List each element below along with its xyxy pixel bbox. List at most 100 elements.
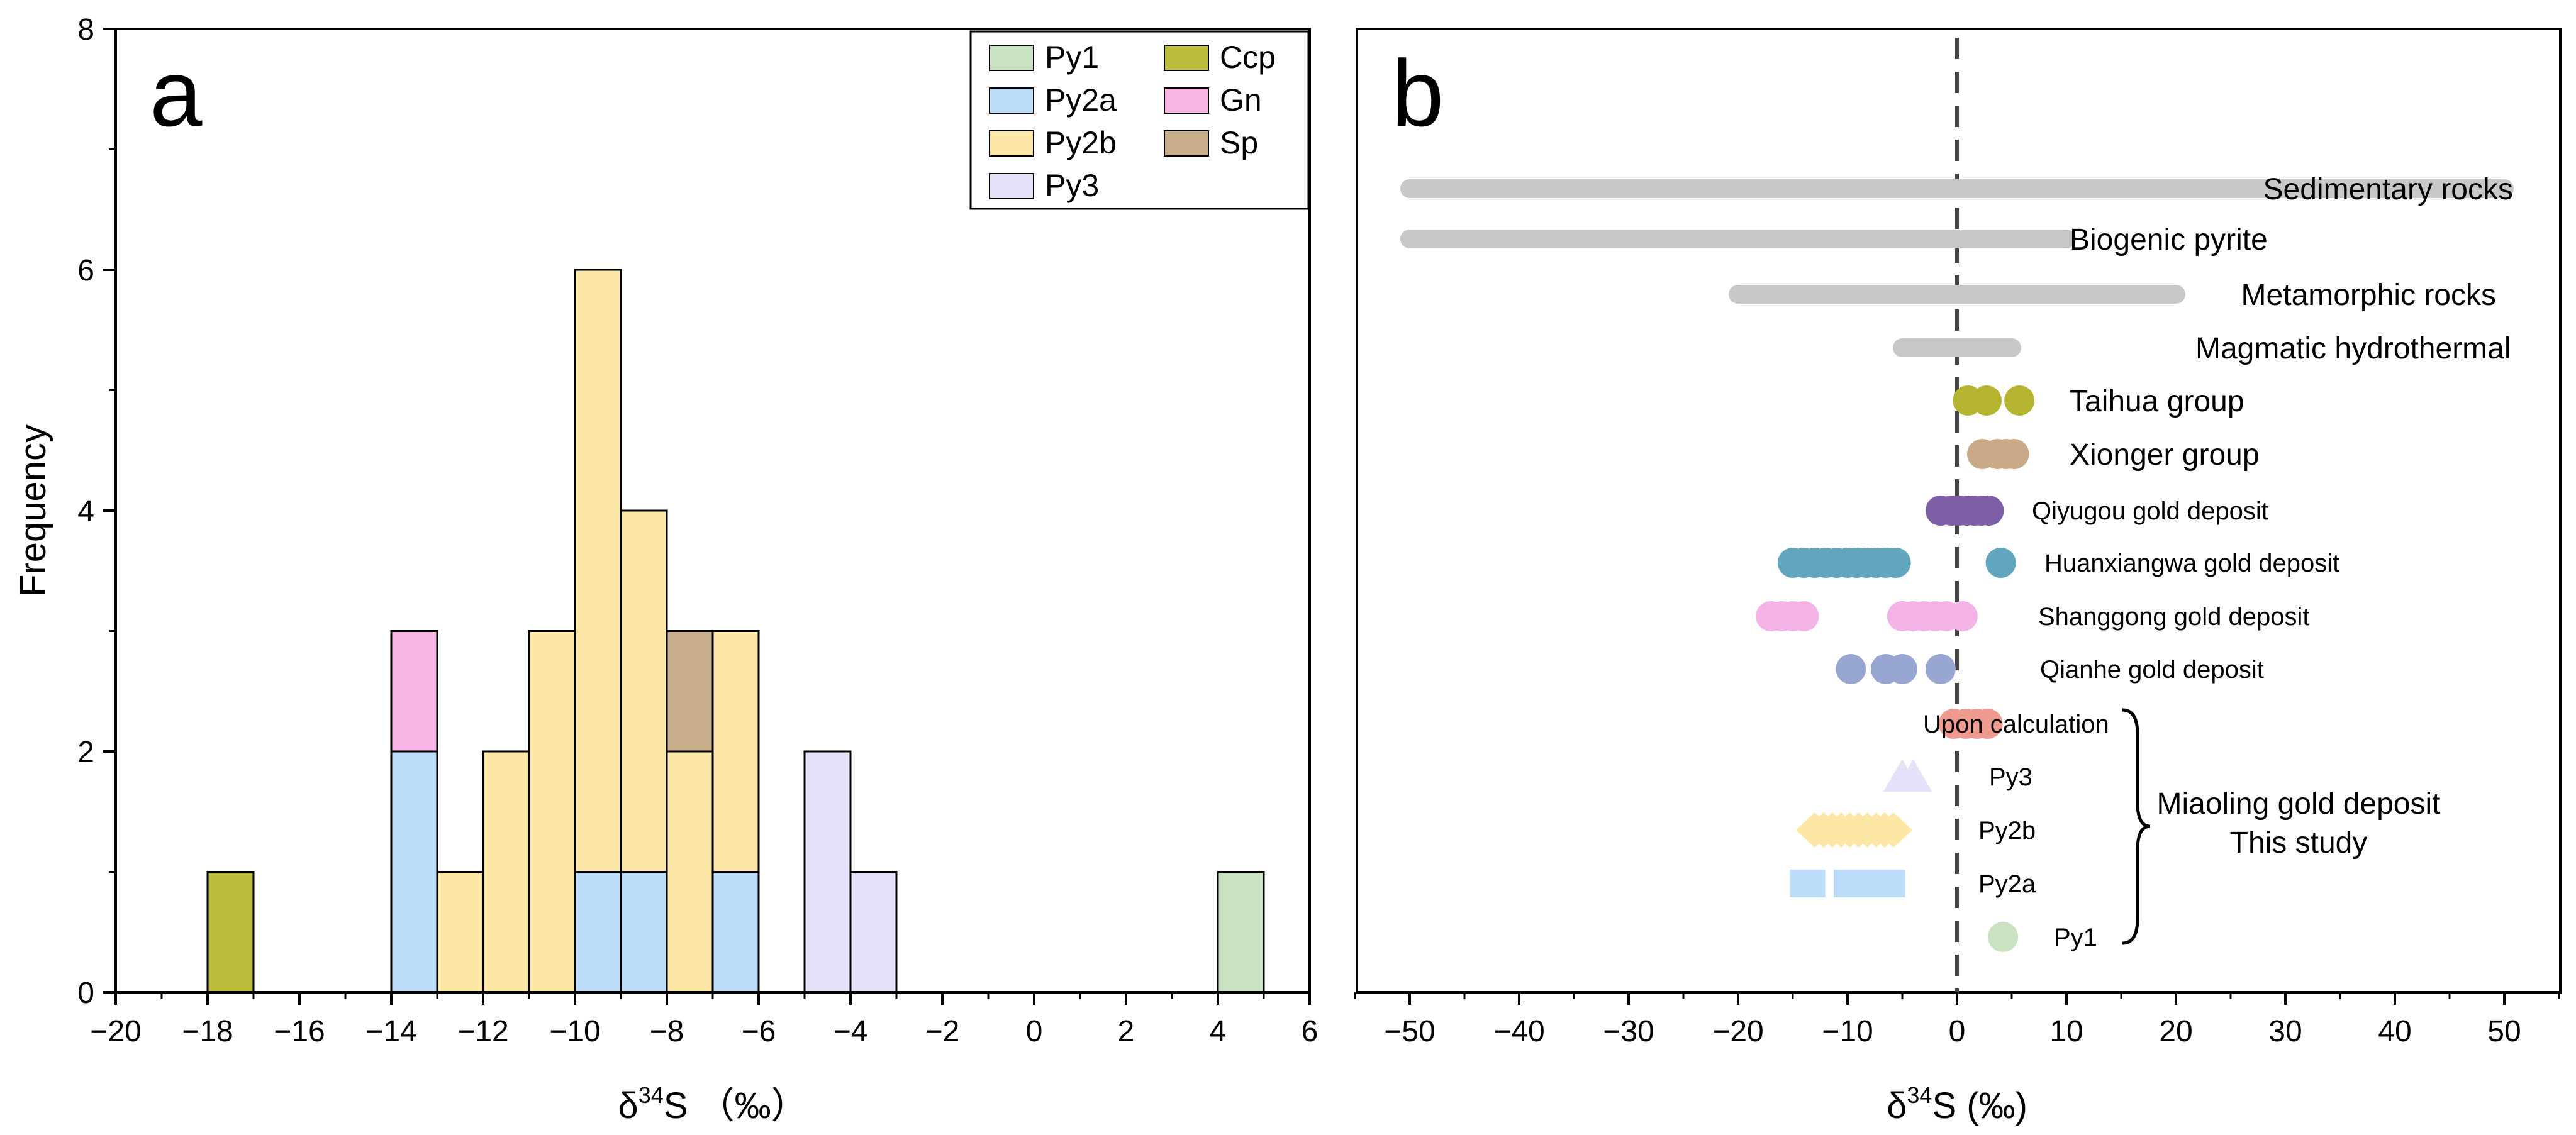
histogram-bar-py2b bbox=[620, 509, 668, 873]
row-label-metamorphic-rocks: Metamorphic rocks bbox=[2241, 279, 2496, 312]
histogram-bar-py2b bbox=[574, 269, 622, 873]
x-tick-label: −12 bbox=[457, 1015, 508, 1048]
y-tick-label: 8 bbox=[77, 13, 94, 47]
data-point-taihua-group bbox=[2004, 385, 2035, 416]
data-point-taihua-group bbox=[1971, 385, 2002, 416]
data-point-py2a bbox=[1877, 870, 1905, 897]
histogram-bar-py3 bbox=[803, 750, 852, 994]
row-label-upon-calculation: Upon calculation bbox=[1923, 711, 2109, 738]
x-axis-label-unit: S （‰） bbox=[664, 1085, 808, 1126]
histogram-bar-ccp bbox=[206, 871, 255, 994]
legend-label-py1: Py1 bbox=[1045, 40, 1099, 75]
y-tick-label: 0 bbox=[77, 977, 94, 1010]
data-point-huanxiangwa-gold-deposit bbox=[1880, 548, 1911, 578]
panel-label: b bbox=[1391, 40, 1444, 146]
x-tick-label: −16 bbox=[274, 1015, 325, 1048]
histogram-bar-py2b bbox=[666, 750, 714, 994]
histogram-bar-py2a bbox=[620, 871, 668, 994]
row-label-shanggong-gold-deposit: Shanggong gold deposit bbox=[2038, 603, 2309, 631]
row-label-py1: Py1 bbox=[2054, 924, 2097, 951]
data-point-upon-calculation bbox=[1972, 709, 2003, 739]
data-point-huanxiangwa-gold-deposit bbox=[1985, 548, 2016, 578]
data-point-qianhe-gold-deposit bbox=[1925, 654, 1956, 684]
row-label-sedimentary-rocks: Sedimentary rocks bbox=[2263, 173, 2513, 206]
y-tick-label: 2 bbox=[77, 736, 94, 769]
group-brace bbox=[2122, 708, 2151, 945]
row-label-py2a: Py2a bbox=[1978, 870, 2036, 898]
x-tick-label: −20 bbox=[90, 1015, 141, 1048]
histogram-bar-py2b bbox=[528, 630, 576, 994]
x-tick-label: −40 bbox=[1493, 1015, 1544, 1048]
x-axis-label-delta: δ bbox=[1887, 1085, 1907, 1126]
x-axis-label: δ34S (‰) bbox=[1887, 1082, 2027, 1126]
x-tick-label: −6 bbox=[742, 1015, 776, 1048]
legend-swatch-ccp bbox=[1164, 45, 1209, 71]
legend-swatch-py2a bbox=[989, 87, 1034, 114]
x-tick-label: −14 bbox=[365, 1015, 416, 1048]
x-tick-label: 50 bbox=[2487, 1015, 2521, 1048]
data-point-py2b bbox=[1875, 812, 1913, 848]
row-label-magmatic-hydrothermal: Magmatic hydrothermal bbox=[2195, 332, 2511, 365]
x-tick-label: 10 bbox=[2049, 1015, 2083, 1048]
data-point-shanggong-gold-deposit bbox=[1947, 601, 1978, 631]
x-axis-label-delta: δ bbox=[618, 1085, 638, 1126]
group-annotation-subtitle: This study bbox=[2230, 826, 2368, 860]
legend-swatch-sp bbox=[1164, 130, 1209, 157]
histogram-bar-py2b bbox=[436, 871, 484, 994]
legend-label-sp: Sp bbox=[1220, 125, 1258, 160]
data-point-shanggong-gold-deposit bbox=[1788, 601, 1819, 631]
x-tick-label: 0 bbox=[1026, 1015, 1043, 1048]
x-tick-label: −50 bbox=[1384, 1015, 1435, 1048]
histogram-bar-py2b bbox=[482, 750, 530, 994]
panel-b-range-chart: −50 −40 −30 −20 −10 0 10 20 30 40 50 b δ34S (‰) Sedim… bbox=[1354, 28, 2562, 1126]
x-tick-label: −30 bbox=[1603, 1015, 1654, 1048]
histogram-bar-py2a bbox=[711, 871, 760, 994]
legend-swatch-py2b bbox=[989, 130, 1034, 157]
row-label-qianhe-gold-deposit: Qianhe gold deposit bbox=[2040, 656, 2264, 684]
x-tick-label: −8 bbox=[650, 1015, 684, 1048]
panel-a-histogram: −20 −18 −16 −14 −12 −10 −8 −6 −4 −2 0 2 4 602468aFreq… bbox=[13, 13, 1318, 1126]
histogram-bar-py1 bbox=[1217, 871, 1265, 994]
y-tick-label: 4 bbox=[77, 495, 94, 528]
x-axis-label-unit: S (‰) bbox=[1932, 1085, 2027, 1126]
x-axis-label: δ34S （‰） bbox=[618, 1082, 807, 1126]
data-point-py2a bbox=[1797, 870, 1826, 897]
x-tick-label: 4 bbox=[1210, 1015, 1227, 1048]
x-tick-label: −2 bbox=[925, 1015, 960, 1048]
row-label-huanxiangwa-gold-deposit: Huanxiangwa gold deposit bbox=[2044, 550, 2339, 577]
legend-swatch-py1 bbox=[989, 45, 1034, 71]
x-tick-label: −4 bbox=[834, 1015, 868, 1048]
panel-label: a bbox=[150, 40, 203, 146]
x-tick-label: 40 bbox=[2378, 1015, 2411, 1048]
data-point-qianhe-gold-deposit bbox=[1836, 654, 1866, 684]
row-label-py3: Py3 bbox=[1989, 763, 2032, 791]
x-tick-label: −10 bbox=[549, 1015, 600, 1048]
y-tick-label: 6 bbox=[77, 254, 94, 287]
legend-label-py2b: Py2b bbox=[1045, 125, 1117, 160]
legend-label-py3: Py3 bbox=[1045, 168, 1099, 203]
data-point-py1 bbox=[1988, 922, 2019, 952]
row-label-biogenic-pyrite: Biogenic pyrite bbox=[2070, 223, 2268, 257]
row-label-qiyugou-gold-deposit: Qiyugou gold deposit bbox=[2032, 497, 2268, 525]
histogram-bar-gn bbox=[390, 630, 438, 753]
x-tick-label: 0 bbox=[1949, 1015, 1966, 1048]
legend-swatch-gn bbox=[1164, 87, 1209, 114]
row-label-taihua-group: Taihua group bbox=[2070, 385, 2244, 418]
x-tick-label: 30 bbox=[2268, 1015, 2302, 1048]
x-tick-label: −18 bbox=[182, 1015, 233, 1048]
y-axis-label: Frequency bbox=[13, 424, 53, 597]
data-point-xionger-group bbox=[1999, 439, 2029, 469]
x-tick-label: 2 bbox=[1118, 1015, 1135, 1048]
legend-label-gn: Gn bbox=[1220, 82, 1262, 118]
row-label-py2b: Py2b bbox=[1978, 817, 2036, 844]
data-point-qianhe-gold-deposit bbox=[1887, 654, 1917, 684]
row-label-xionger-group: Xionger group bbox=[2070, 438, 2260, 472]
group-annotation-title: Miaoling gold deposit bbox=[2157, 787, 2441, 821]
data-point-qiyugou-gold-deposit bbox=[1973, 496, 2004, 526]
x-tick-label: −10 bbox=[1822, 1015, 1873, 1048]
x-tick-label: −20 bbox=[1712, 1015, 1763, 1048]
x-tick-label: 20 bbox=[2159, 1015, 2192, 1048]
histogram-bar-py2a bbox=[390, 750, 438, 994]
histogram-bar-sp bbox=[666, 630, 714, 753]
